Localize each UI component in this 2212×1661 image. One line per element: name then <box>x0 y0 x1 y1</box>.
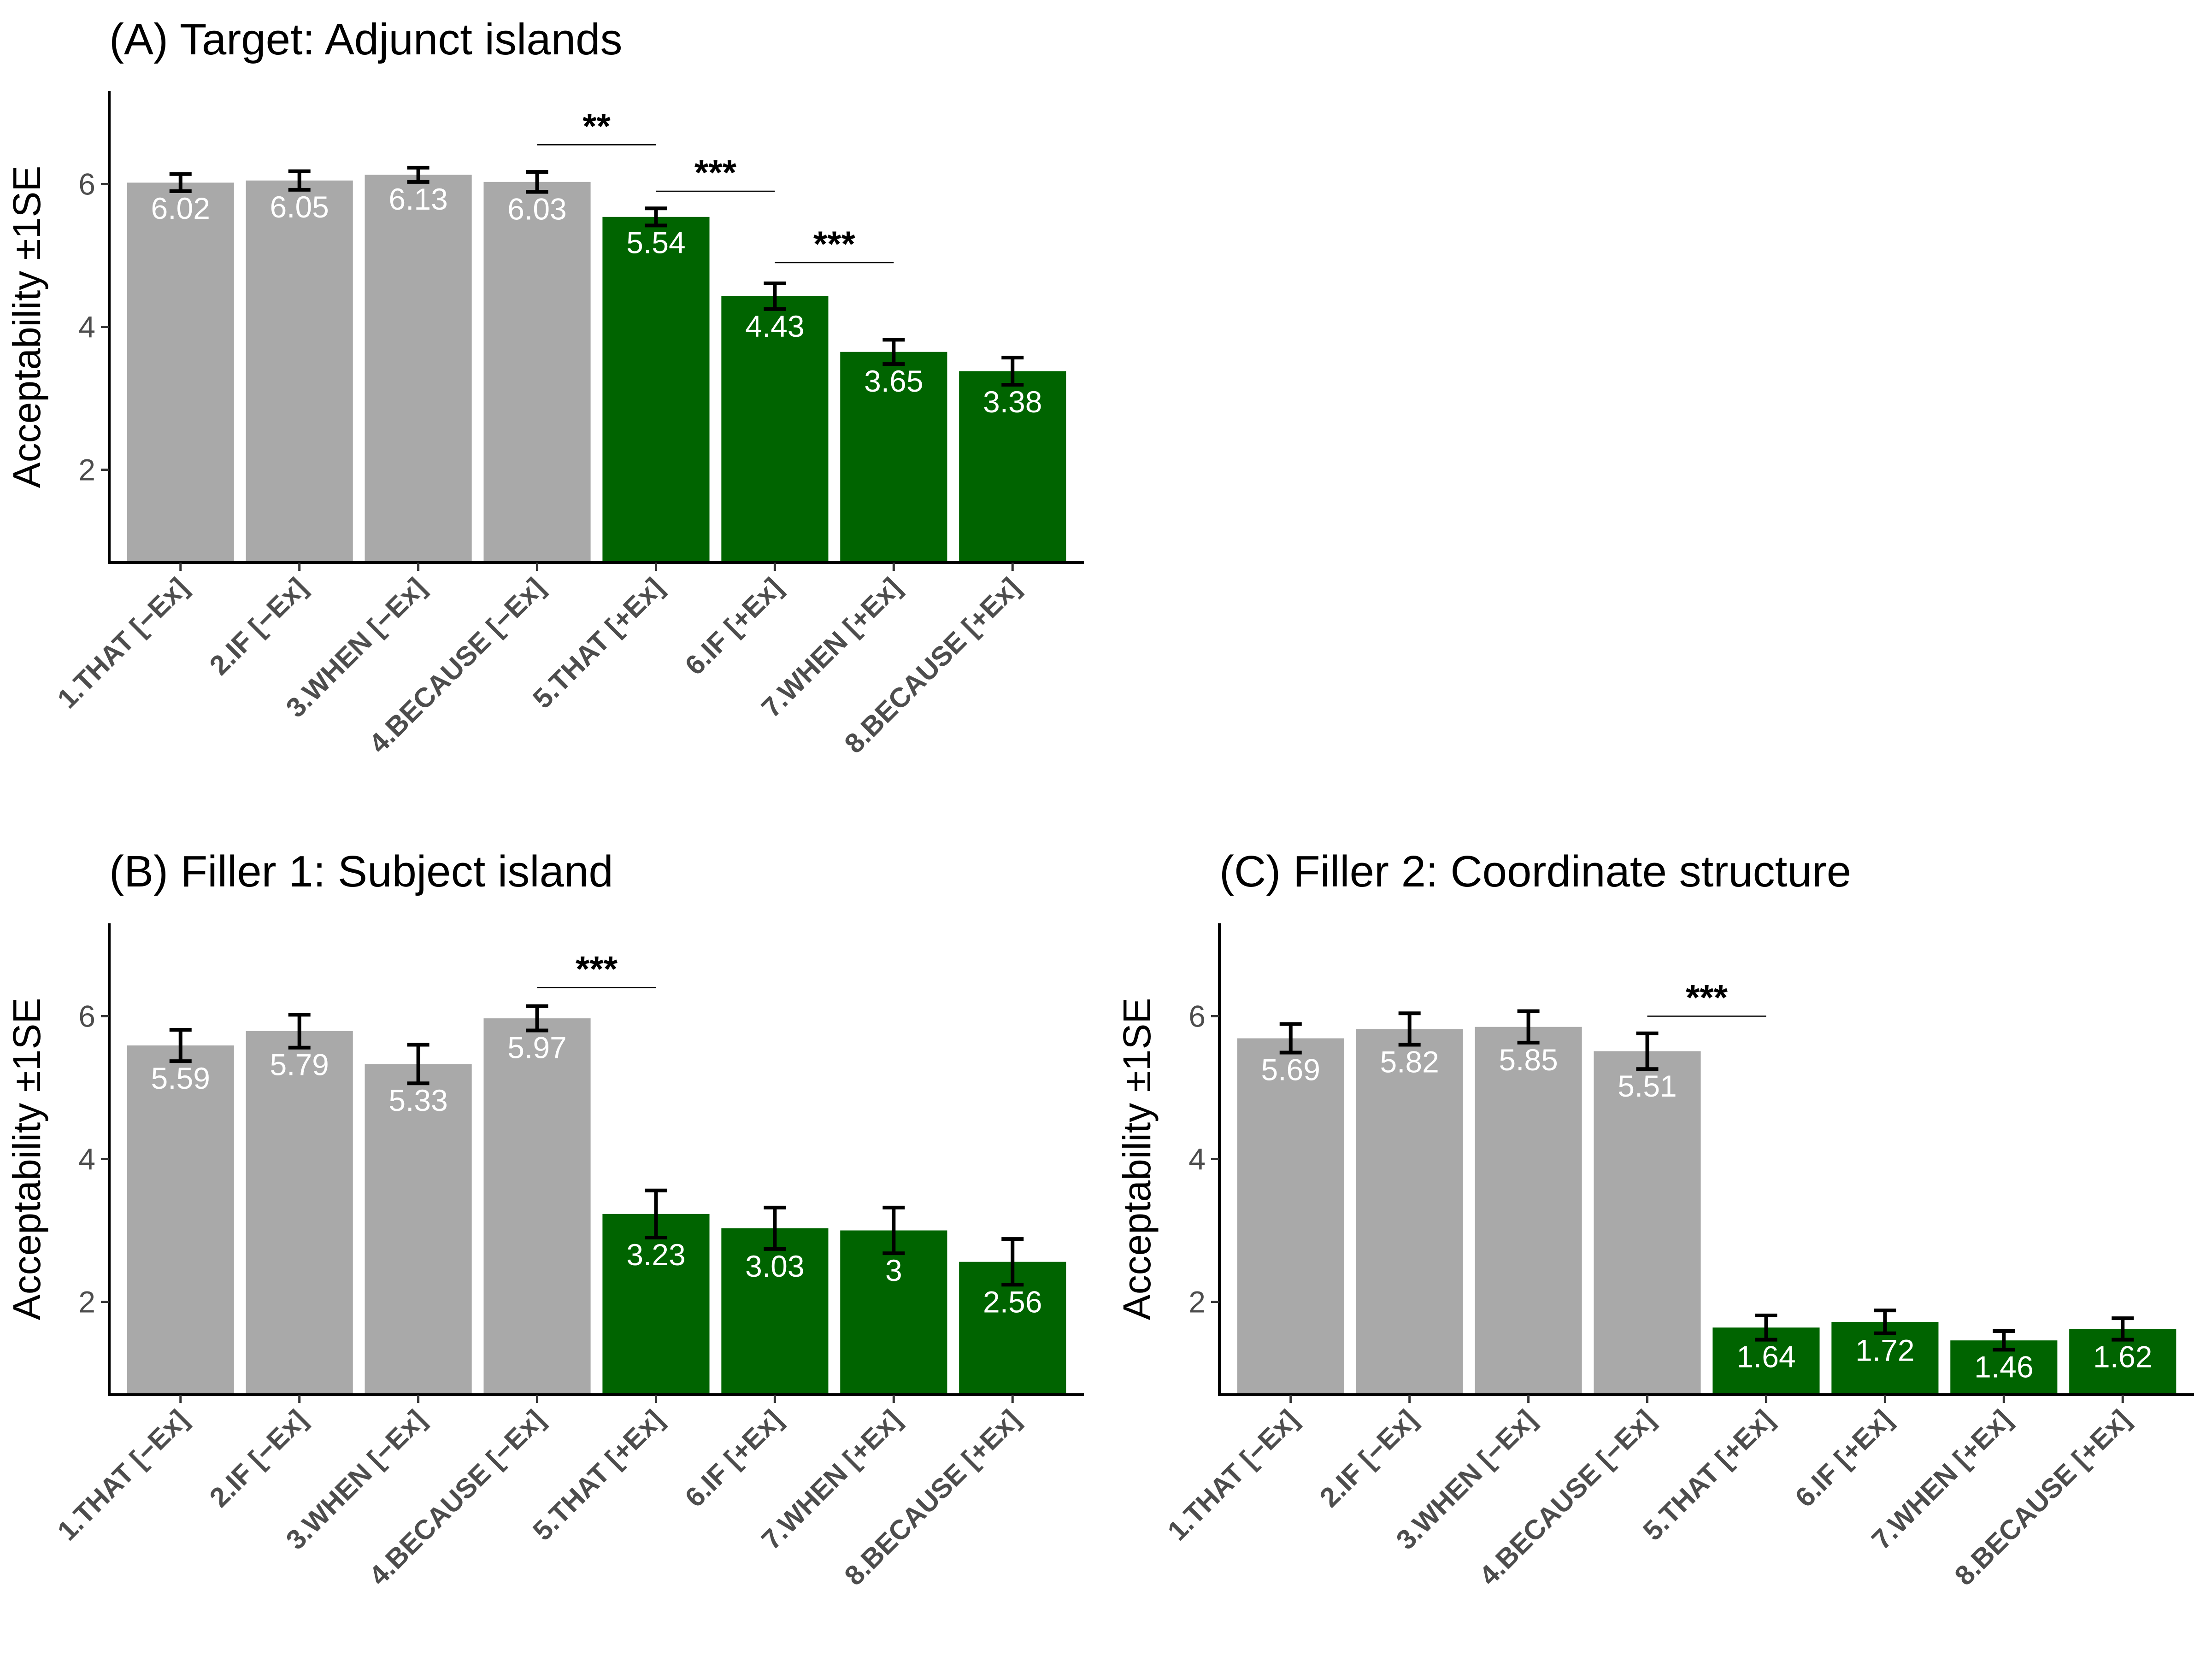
y-tick-label: 6 <box>78 999 95 1033</box>
data-label: 5.69 <box>1261 1053 1320 1087</box>
y-tick-label: 2 <box>78 1285 95 1319</box>
axis-lines <box>1218 923 2194 1396</box>
error-bar <box>1636 1031 1659 1071</box>
error-bar <box>407 165 429 184</box>
data-label: 5.85 <box>1499 1043 1558 1077</box>
y-axis-label: Acceptability ±1SE <box>1115 998 1159 1321</box>
data-label: 6.03 <box>507 192 566 226</box>
bar <box>127 182 234 563</box>
error-bar <box>2112 1316 2134 1342</box>
y-axis-label: Acceptability ±1SE <box>5 166 48 488</box>
data-label: 1.64 <box>1736 1340 1795 1374</box>
data-label: 6.05 <box>270 190 329 224</box>
data-label: 5.54 <box>626 225 685 259</box>
error-bar <box>526 1004 548 1033</box>
error-bar <box>764 281 786 311</box>
panel-title: (C) Filler 2: Coordinate structure <box>1219 847 1851 896</box>
axis-lines <box>108 91 1084 564</box>
panel-title: (A) Target: Adjunct islands <box>109 15 622 64</box>
data-label: 1.46 <box>1974 1350 2033 1384</box>
y-axis-label: Acceptability ±1SE <box>5 998 48 1321</box>
y-tick-label: 6 <box>78 167 95 201</box>
data-label: 5.82 <box>1380 1045 1439 1079</box>
bar <box>840 352 947 563</box>
error-bar <box>169 1027 192 1063</box>
bar <box>959 371 1066 563</box>
bar <box>365 175 472 563</box>
significance-label: *** <box>576 949 618 989</box>
error-bar <box>1874 1309 1896 1335</box>
data-label: 3.38 <box>983 385 1042 419</box>
data-label: 5.79 <box>270 1048 329 1082</box>
data-label: 6.13 <box>388 182 447 216</box>
y-tick-label: 4 <box>78 1142 95 1176</box>
error-bar <box>1755 1313 1777 1342</box>
y-tick-label: 6 <box>1188 999 1206 1033</box>
bar <box>246 180 353 563</box>
error-bar <box>882 338 905 366</box>
error-bar <box>645 206 667 228</box>
bar <box>840 1230 947 1395</box>
error-bar <box>1001 1237 1024 1287</box>
error-bar <box>1993 1329 2015 1352</box>
data-label: 5.97 <box>507 1031 566 1065</box>
significance-label: *** <box>1686 977 1728 1018</box>
bar <box>483 1018 591 1395</box>
data-label: 5.51 <box>1618 1069 1677 1103</box>
bar <box>1475 1027 1582 1395</box>
bar <box>365 1064 472 1395</box>
error-bar <box>288 1013 311 1050</box>
bar <box>1356 1029 1463 1395</box>
data-label: 1.62 <box>2093 1340 2152 1374</box>
error-bar <box>407 1043 429 1086</box>
data-label: 3.65 <box>864 364 923 398</box>
y-tick-label: 2 <box>78 453 95 487</box>
data-label: 5.59 <box>151 1061 210 1095</box>
axis-lines <box>108 923 1084 1396</box>
significance-label: *** <box>813 223 856 264</box>
error-bar <box>645 1188 667 1239</box>
data-label: 4.43 <box>745 309 804 343</box>
data-label: 3 <box>885 1253 902 1287</box>
error-bar <box>882 1205 905 1256</box>
significance-label: *** <box>694 152 737 193</box>
data-label: 3.23 <box>626 1238 685 1272</box>
bar <box>483 182 591 563</box>
panel-title: (B) Filler 1: Subject island <box>109 847 613 896</box>
error-bar <box>169 172 192 193</box>
bar <box>246 1031 353 1395</box>
data-label: 2.56 <box>983 1285 1042 1319</box>
y-tick-label: 4 <box>78 310 95 344</box>
data-label: 6.02 <box>151 191 210 225</box>
bar <box>127 1045 234 1395</box>
error-bar <box>1398 1011 1421 1047</box>
y-tick-label: 4 <box>1188 1142 1206 1176</box>
error-bar <box>1001 356 1024 387</box>
error-bar <box>526 170 548 194</box>
error-bar <box>1279 1022 1302 1055</box>
error-bar <box>764 1205 786 1251</box>
bar <box>602 1214 710 1395</box>
error-bar <box>1517 1009 1540 1045</box>
data-label: 3.03 <box>745 1249 804 1283</box>
bar <box>721 1228 829 1395</box>
data-label: 1.72 <box>1855 1333 1914 1368</box>
data-label: 5.33 <box>388 1083 447 1117</box>
bar <box>602 217 710 563</box>
bar <box>1594 1051 1701 1395</box>
significance-label: ** <box>582 106 611 146</box>
error-bar <box>288 169 311 192</box>
bar <box>721 296 829 563</box>
bar <box>1237 1038 1344 1395</box>
y-tick-label: 2 <box>1188 1285 1206 1319</box>
